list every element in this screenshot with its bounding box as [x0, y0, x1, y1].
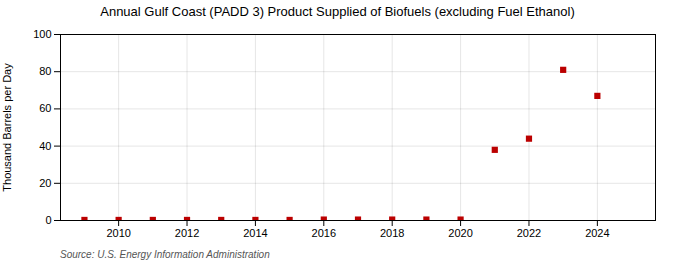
svg-text:40: 40 — [39, 140, 51, 152]
svg-text:2012: 2012 — [175, 227, 199, 239]
svg-text:2014: 2014 — [243, 227, 267, 239]
svg-text:60: 60 — [39, 102, 51, 114]
svg-text:20: 20 — [39, 177, 51, 189]
svg-text:0: 0 — [45, 214, 51, 226]
svg-text:100: 100 — [33, 28, 51, 40]
svg-text:2020: 2020 — [448, 227, 472, 239]
svg-text:2010: 2010 — [106, 227, 130, 239]
html-text:Source: U.S. Energy Informatio: Source: U.S. Energy Information Administ… — [60, 249, 270, 260]
svg-text:2016: 2016 — [312, 227, 336, 239]
svg-text:Thousand Barrels per Day: Thousand Barrels per Day — [1, 63, 13, 192]
svg-text:2022: 2022 — [517, 227, 541, 239]
svg-text:2024: 2024 — [585, 227, 609, 239]
svg-text:2018: 2018 — [380, 227, 404, 239]
html-text:Annual Gulf Coast (PADD 3) Pro: Annual Gulf Coast (PADD 3) Product Suppl… — [100, 4, 575, 19]
svg-text:80: 80 — [39, 65, 51, 77]
